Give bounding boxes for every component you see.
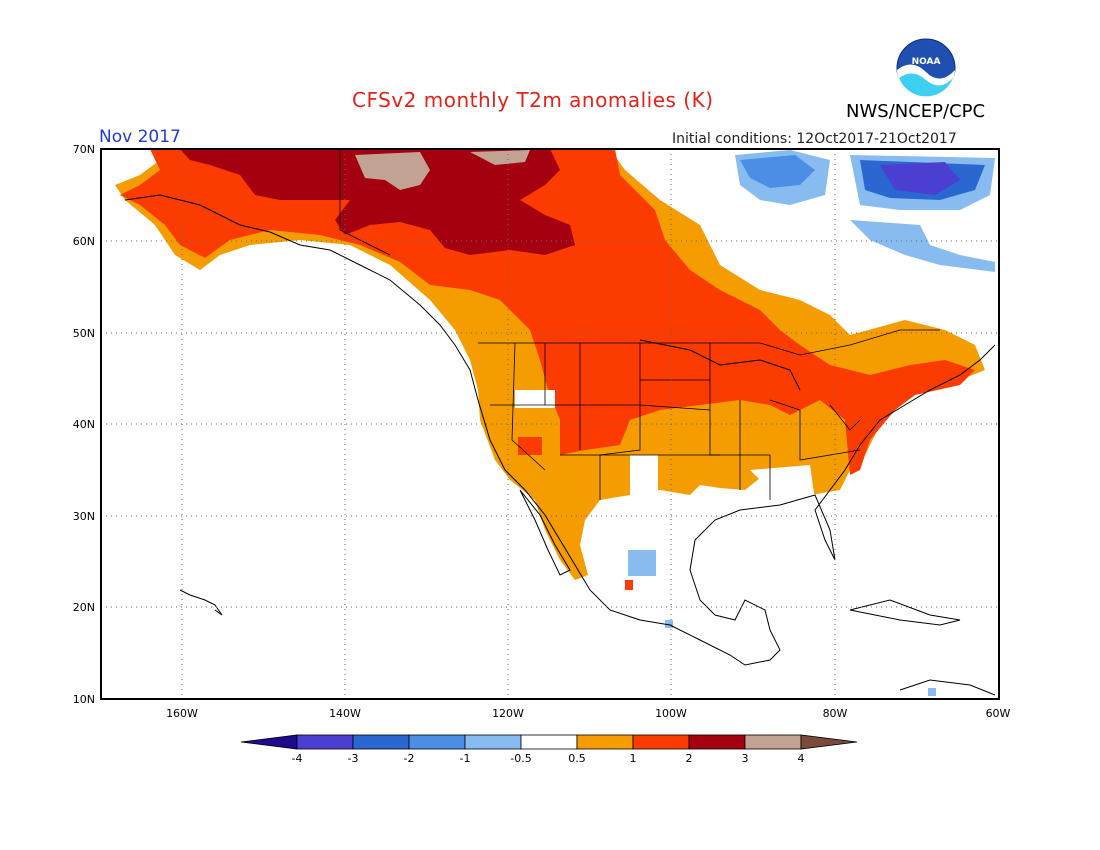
colorbar-swatch [633, 735, 689, 749]
lon-label: 140W [329, 707, 361, 720]
anomaly-patch-red-mexico [625, 580, 633, 590]
lat-label: 20N [73, 601, 95, 614]
latitude-labels: 70N 60N 50N 40N 30N 20N 10N [73, 143, 95, 706]
colorbar-swatch [577, 735, 633, 749]
colorbar-swatch [409, 735, 465, 749]
lon-label: 100W [655, 707, 687, 720]
colorbar-labels: -4 -3 -2 -1 -0.5 0.5 1 2 3 4 [292, 752, 805, 765]
colorbar-arrow-low [241, 735, 297, 749]
longitude-labels: 160W 140W 120W 100W 80W 60W [166, 707, 1010, 720]
colorbar-tick-label: 3 [742, 752, 749, 765]
colorbar-swatch [465, 735, 521, 749]
colorbar-tick-label: -0.5 [510, 752, 531, 765]
lon-label: 120W [492, 707, 524, 720]
lon-label: 60W [986, 707, 1011, 720]
colorbar-arrow-high [801, 735, 857, 749]
lat-label: 50N [73, 327, 95, 340]
colorbar-swatch [353, 735, 409, 749]
colorbar-tick-label: 4 [798, 752, 805, 765]
lat-label: 30N [73, 510, 95, 523]
colorbar-tick-label: 0.5 [568, 752, 586, 765]
colorbar-tick-label: -3 [348, 752, 359, 765]
lat-label: 10N [73, 693, 95, 706]
anomaly-patch-lightblue-mexico [628, 550, 656, 576]
anomaly-map: NOAA [0, 0, 1100, 850]
colorbar-tick-label: -4 [292, 752, 303, 765]
colorbar-tick-label: -1 [460, 752, 471, 765]
colorbar-tick-label: 2 [686, 752, 693, 765]
lat-label: 60N [73, 235, 95, 248]
anomaly-patch-red-west [518, 437, 542, 455]
colorbar-swatch [521, 735, 577, 749]
colorbar-swatch [745, 735, 801, 749]
noaa-logo: NOAA [897, 39, 955, 99]
lon-label: 160W [166, 707, 198, 720]
colorbar [241, 735, 857, 749]
lat-label: 70N [73, 143, 95, 156]
colorbar-tick-label: -2 [404, 752, 415, 765]
logo-text: NOAA [912, 57, 941, 67]
colorbar-swatch [297, 735, 353, 749]
colorbar-tick-label: 1 [630, 752, 637, 765]
anomaly-hole-white-4 [630, 455, 658, 495]
lat-label: 40N [73, 418, 95, 431]
lon-label: 80W [823, 707, 848, 720]
anomaly-patch-lightblue-caribbean [928, 688, 936, 696]
colorbar-swatch [689, 735, 745, 749]
